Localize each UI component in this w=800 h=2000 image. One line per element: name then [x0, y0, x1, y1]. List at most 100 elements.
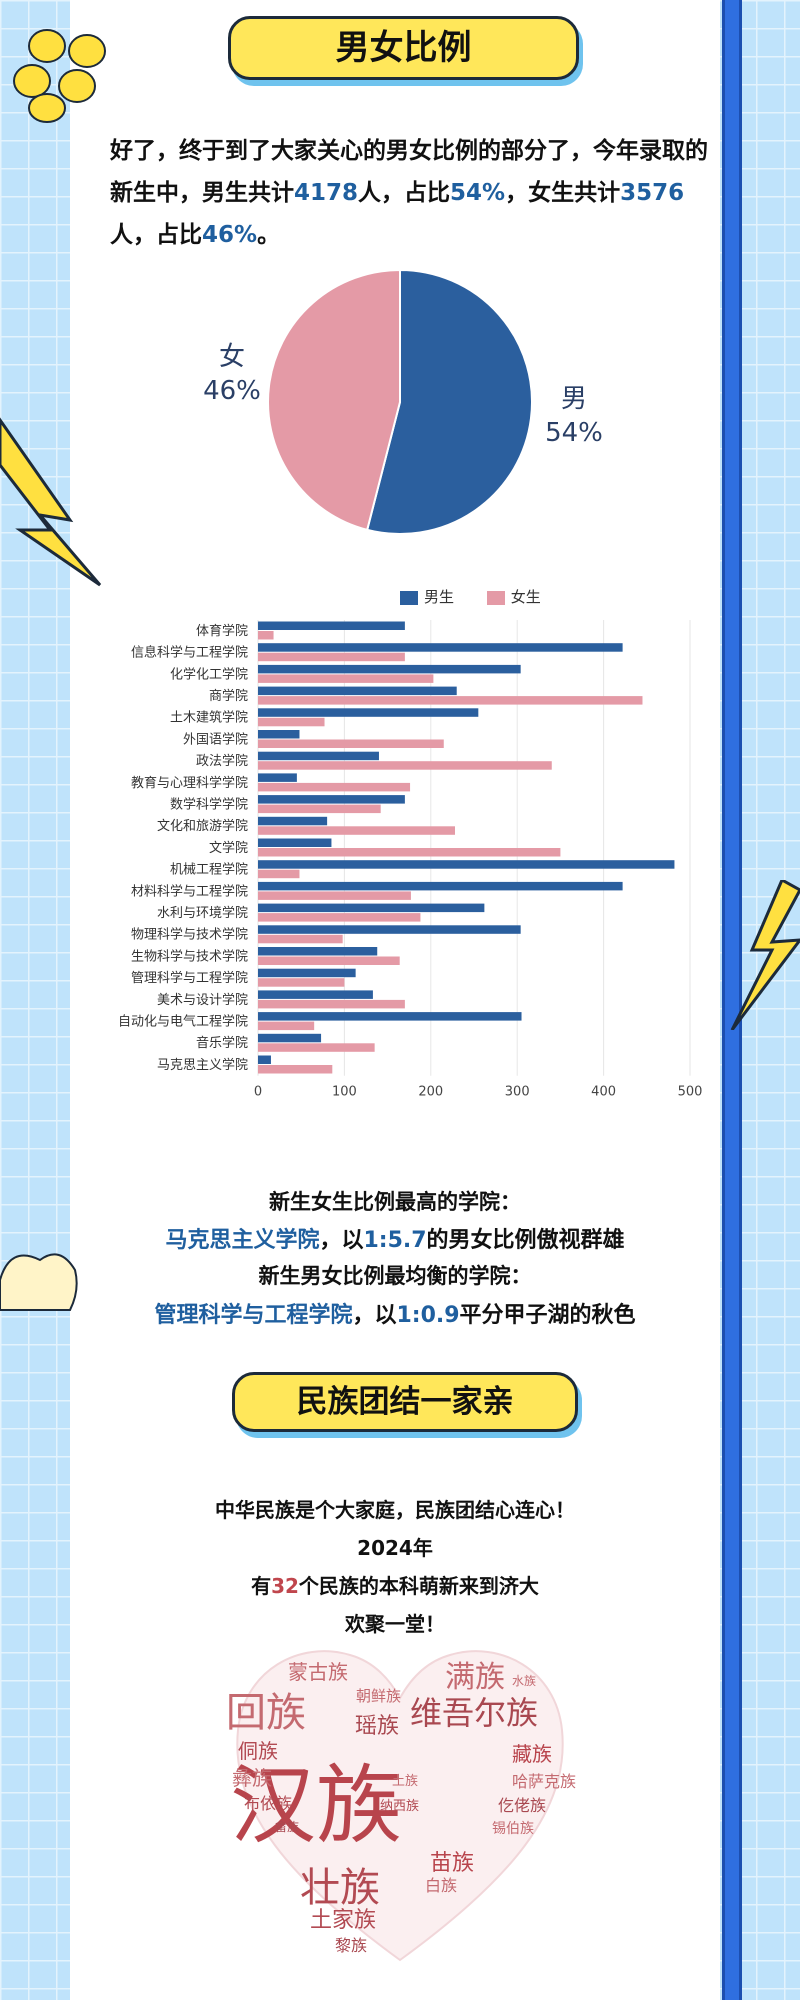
bar-male: [258, 686, 457, 696]
word-cloud-word: 满族: [445, 1660, 505, 1695]
section-title-pill: 男女比例: [228, 16, 579, 80]
section-title: 男女比例: [335, 28, 472, 68]
lightning-right-icon: [730, 880, 800, 1030]
x-tick-label: 0: [254, 1085, 262, 1097]
category-label: 政法学院: [196, 753, 248, 769]
section-title-2: 民族团结一家亲: [296, 1384, 514, 1420]
category-label: 商学院: [209, 688, 248, 704]
word-cloud-word: 哈萨克族: [512, 1772, 577, 1791]
female-count: 3576: [620, 180, 685, 206]
word-cloud-word: 蒙古族: [288, 1660, 348, 1684]
bar-female: [258, 848, 561, 857]
bar-male: [258, 664, 521, 674]
bar-male: [258, 838, 332, 847]
word-cloud-word: 彝族: [232, 1766, 272, 1790]
coins-decoration: [13, 29, 106, 123]
category-label: 文化和旅游学院: [157, 818, 248, 834]
pie-label-male: 男 54%: [534, 382, 614, 450]
college-bar-chart: 0 100 200 300 400 500 体育学院信息科学与工程学院化学化工学院商学院土木…: [118, 620, 703, 1097]
bar-male: [258, 795, 405, 804]
legend-male-label: 男生: [424, 588, 455, 606]
balanced-ratio: 1:0.9: [396, 1303, 460, 1328]
heart-shape: [236, 1650, 564, 1962]
word-cloud-word: 瑶族: [355, 1714, 400, 1739]
bar-male: [258, 621, 405, 630]
word-cloud-word: 仡佬族: [498, 1796, 547, 1815]
word-cloud-word: 水族: [512, 1674, 537, 1688]
word-cloud-word: 锡伯族: [492, 1821, 534, 1837]
word-cloud-word: 维吾尔族: [410, 1694, 539, 1732]
findings-line-1: 新生女生比例最高的学院：: [269, 1190, 521, 1214]
bar-female: [258, 652, 405, 662]
bar-female: [258, 739, 444, 748]
bar-male: [258, 1012, 522, 1021]
section-title-pill-2: 民族团结一家亲: [232, 1372, 578, 1432]
category-label: 材料科学与工程学院: [131, 883, 248, 899]
legend-female-label: 女生: [510, 588, 541, 606]
ethnic-count: 32: [271, 1574, 299, 1598]
category-label: 马克思主义学院: [157, 1057, 248, 1073]
bar-female: [258, 1043, 375, 1052]
category-label: 音乐学院: [196, 1035, 248, 1051]
pie-slice-male: [365, 268, 533, 535]
word-cloud-word: 黎族: [335, 1936, 368, 1955]
bar-male: [258, 860, 675, 869]
gender-pie-chart: [267, 268, 533, 535]
ethnic-line-3: 有32个民族的本科萌新来到济大: [251, 1574, 539, 1598]
bar-female: [258, 717, 325, 727]
intro-paragraph: 好了，终于到了大家关心的男女比例的部分了，今年录取的新生中，男生共计4178人，…: [110, 138, 708, 248]
category-label: 物理科学与技术学院: [131, 927, 248, 943]
ethnic-line-1: 中华民族是个大家庭，民族团结心连心！: [215, 1498, 575, 1522]
findings-line-2: 马克思主义学院，以1:5.7的男女比例傲视群雄: [165, 1228, 625, 1253]
bar-male: [258, 947, 378, 956]
legend-male-swatch: [400, 590, 418, 605]
category-label: 美术与设计学院: [157, 992, 248, 1008]
category-label: 机械工程学院: [170, 862, 248, 878]
pie-slice-female: [267, 268, 401, 532]
findings-line-4: 管理科学与工程学院，以1:0.9平分甲子湖的秋色: [154, 1303, 636, 1328]
word-cloud-word: 壮族: [300, 1865, 380, 1911]
bar-female: [258, 761, 552, 770]
right-accent-stripe: [722, 0, 742, 2000]
category-label: 管理科学与工程学院: [131, 970, 248, 986]
top-female-ratio: 1:5.7: [363, 1228, 427, 1253]
bar-female: [258, 631, 274, 640]
word-cloud-word: 朝鲜族: [356, 1687, 402, 1705]
bar-female: [258, 999, 405, 1009]
bar-chart-legend: 男生 女生: [400, 586, 541, 607]
word-cloud-word: 土族: [392, 1774, 419, 1789]
x-tick-label: 100: [332, 1085, 357, 1097]
word-cloud-word: 畲族: [275, 1820, 300, 1834]
pie-label-female-pct: 46%: [203, 376, 261, 406]
word-cloud-word: 土家族: [310, 1908, 377, 1933]
cloud-decoration: [0, 1253, 78, 1311]
balanced-college: 管理科学与工程学院: [154, 1303, 353, 1328]
bar-male: [258, 730, 300, 739]
bar-female: [258, 1021, 315, 1031]
bar-male: [258, 968, 356, 978]
bar-female: [258, 696, 643, 705]
category-label: 教育与心理科学学院: [131, 775, 248, 791]
bar-female: [258, 934, 343, 944]
bar-male: [258, 751, 379, 761]
ethnic-line-2: 2024年: [357, 1536, 433, 1560]
legend-female-swatch: [486, 590, 505, 605]
bar-male: [258, 708, 479, 717]
male-pct: 54%: [450, 180, 506, 206]
category-label: 文学院: [209, 840, 248, 856]
female-pct: 46%: [202, 222, 258, 248]
bar-male: [258, 881, 623, 891]
top-female-college: 马克思主义学院: [165, 1228, 320, 1253]
word-cloud-word: 白族: [425, 1876, 458, 1895]
word-cloud-word: 侗族: [238, 1739, 278, 1763]
findings-line-3: 新生男女比例最均衡的学院：: [258, 1264, 532, 1288]
ethnic-line-4: 欢聚一堂！: [345, 1612, 445, 1636]
x-tick-label: 500: [678, 1085, 703, 1097]
x-tick-label: 300: [505, 1085, 530, 1097]
category-label: 体育学院: [196, 623, 248, 639]
bar-male: [258, 816, 328, 826]
bar-male: [258, 1055, 271, 1064]
bar-female: [258, 978, 345, 987]
lightning-left-icon: [0, 417, 102, 587]
word-cloud-word: 纳西族: [380, 1799, 420, 1814]
